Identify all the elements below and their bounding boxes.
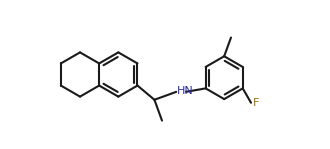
Text: F: F bbox=[253, 98, 260, 108]
Text: HN: HN bbox=[177, 86, 194, 96]
